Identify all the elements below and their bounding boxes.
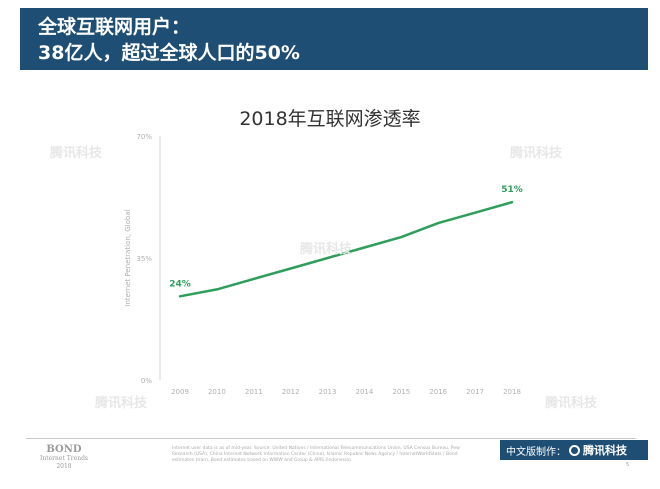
watermark-logo: 腾讯科技 xyxy=(510,146,563,161)
bond-subtitle: Internet Trends xyxy=(39,455,88,462)
watermark-logo: 腾讯科技 xyxy=(95,396,148,411)
slide-header: 全球互联网用户： 38亿人，超过全球人口的50% xyxy=(20,8,648,70)
x-tick-label: 2017 xyxy=(466,388,484,396)
footer-divider xyxy=(26,438,636,439)
header-title-line2: 38亿人，超过全球人口的50% xyxy=(38,42,300,64)
watermark-logo: 腾讯科技 xyxy=(50,146,103,161)
series-line xyxy=(178,200,514,298)
x-tick-label: 2011 xyxy=(245,388,263,396)
bond-logo: BOND Internet Trends 2018 xyxy=(34,444,94,471)
header-title-line1: 全球互联网用户： xyxy=(38,16,191,38)
brand-name: 腾讯科技 xyxy=(583,444,627,457)
y-tick-label: 0% xyxy=(141,377,152,385)
data-label: 24% xyxy=(169,279,191,289)
x-tick-label: 2016 xyxy=(429,388,447,396)
watermark-logo: 腾讯科技 xyxy=(545,396,598,411)
source-footnote: Internet user data is as of mid-year. So… xyxy=(172,446,460,463)
tencent-logo-icon xyxy=(569,444,580,456)
x-tick-label: 2012 xyxy=(282,388,300,396)
x-tick-label: 2010 xyxy=(208,388,226,396)
x-tick-label: 2018 xyxy=(503,388,521,396)
y-tick-label: 35% xyxy=(136,255,152,263)
x-tick-label: 2014 xyxy=(356,388,374,396)
page-number: 5 xyxy=(626,462,630,468)
x-tick-label: 2015 xyxy=(392,388,410,396)
y-tick-label: 70% xyxy=(136,133,152,141)
bond-year: 2018 xyxy=(56,463,72,470)
x-tick-label: 2009 xyxy=(171,388,189,396)
x-tick-label: 2013 xyxy=(319,388,337,396)
brand-prefix: 中文版制作： xyxy=(506,446,566,458)
data-label: 51% xyxy=(501,185,523,195)
chart-title: 2018年互联网渗透率 xyxy=(239,108,421,130)
y-axis-title: Internet Penetration, Global xyxy=(124,209,132,306)
watermark-logo: 腾讯科技 xyxy=(300,242,353,257)
brand-badge: 中文版制作： 腾讯科技 xyxy=(500,440,648,460)
bond-name: BOND xyxy=(46,444,82,455)
